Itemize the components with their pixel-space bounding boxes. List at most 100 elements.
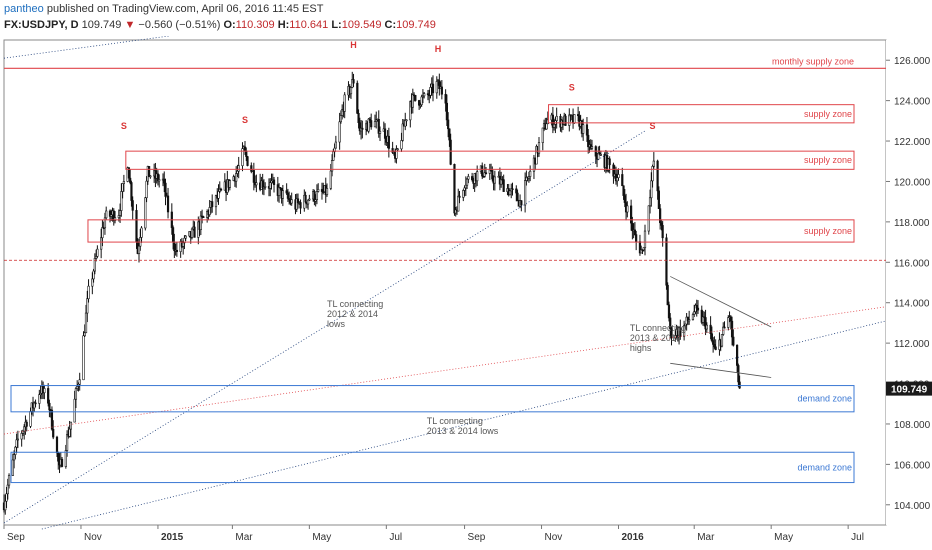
candle-body	[343, 94, 346, 112]
candle-body	[145, 180, 148, 199]
candle-body	[166, 195, 170, 213]
candle-body	[304, 194, 307, 203]
y-tick-label: 118.000	[894, 218, 930, 229]
candle-body	[84, 312, 88, 334]
candle-body	[383, 128, 387, 139]
annotation-line: 2013 & 2014 lows	[427, 426, 499, 436]
candle-body	[193, 226, 196, 238]
x-tick-label: May	[312, 532, 331, 543]
candle-body	[401, 123, 404, 141]
candle-body	[709, 324, 712, 335]
candle-body	[481, 165, 484, 177]
candle-body	[237, 165, 240, 172]
x-tick-label: Jul	[851, 532, 864, 543]
candle-body	[723, 326, 726, 329]
candle-body	[650, 180, 653, 199]
zone-label: demand zone	[797, 394, 852, 404]
candle-body	[148, 166, 151, 177]
y-tick-label: 106.000	[894, 460, 931, 471]
last-price: 109.749	[81, 19, 122, 31]
candle-body	[149, 175, 152, 178]
candle-body	[447, 119, 450, 130]
candle-body	[524, 180, 527, 206]
candle-body	[320, 189, 324, 192]
candle-body	[34, 402, 37, 405]
trendline-annotation: TL connecting 2013 & 2014 highs	[630, 323, 686, 353]
candle-body	[502, 179, 505, 192]
candle-body	[103, 217, 107, 229]
trendline-2013-2014-lows	[41, 320, 887, 530]
candle-body	[121, 183, 124, 192]
candle-body	[391, 148, 394, 153]
candle-body	[285, 190, 288, 194]
zone-label: demand zone	[797, 462, 852, 472]
zone-label: supply zone	[804, 226, 852, 236]
candle-body	[378, 130, 382, 134]
candle-body	[737, 365, 740, 383]
candle-body	[405, 119, 408, 122]
candle-body	[696, 307, 700, 311]
annotation-line: TL connecting	[327, 299, 383, 309]
candle-body	[83, 332, 86, 337]
candle-body	[440, 86, 443, 95]
candle-body	[484, 172, 488, 175]
candle-body	[122, 181, 125, 184]
annotation-line: TL connecting	[630, 323, 686, 333]
candle-body	[623, 195, 626, 203]
low-label: L:	[331, 19, 342, 31]
author-link[interactable]: pantheo	[4, 3, 44, 15]
candle-body	[449, 139, 452, 165]
candle-body	[6, 484, 9, 495]
trendline-upper	[3, 36, 170, 59]
candle-body	[315, 191, 319, 201]
published-text: published on TradingView.com, April 06, …	[46, 3, 324, 15]
candle-body	[296, 198, 300, 204]
candle-body	[431, 83, 435, 94]
candle-body	[400, 140, 403, 150]
candle-body	[608, 158, 611, 166]
candle-body	[647, 205, 650, 232]
candle-body	[651, 166, 654, 182]
candle-body	[118, 210, 122, 216]
y-tick-label: 122.000	[894, 137, 931, 148]
low-value: 109.549	[341, 19, 382, 31]
candle-body	[57, 452, 60, 462]
candle-body	[555, 115, 558, 121]
candle-body	[511, 188, 514, 191]
candle-body	[491, 170, 494, 180]
pattern-label: S	[121, 121, 127, 131]
candle-body	[76, 386, 79, 389]
candle-body	[738, 381, 741, 389]
ohlc-line: FX:USDJPY, D 109.749 ▼ −0.560 (−0.51%) O…	[4, 19, 436, 31]
candle-body	[367, 118, 370, 132]
candle-body	[38, 394, 41, 404]
candle-body	[423, 93, 426, 97]
candle-body	[47, 388, 50, 404]
candle-body	[330, 160, 334, 172]
candle-body	[25, 421, 28, 427]
candle-body	[713, 344, 716, 348]
candle-body	[631, 222, 634, 232]
pattern-label: S	[242, 115, 248, 125]
candle-body	[693, 311, 696, 315]
annotation-line: highs	[630, 343, 652, 353]
candle-body	[732, 336, 735, 346]
wedge-upper-line	[670, 276, 772, 328]
candle-body	[395, 149, 398, 159]
candle-body	[633, 229, 637, 235]
candle-body	[679, 327, 682, 337]
pattern-label: H	[350, 40, 357, 50]
annotation-line: 2012 & 2014	[327, 309, 378, 319]
symbol-label[interactable]: FX:USDJPY, D	[4, 19, 79, 31]
candle-body	[357, 113, 360, 123]
supply-zone-box	[87, 219, 855, 243]
candle-body	[306, 199, 310, 205]
candle-body	[228, 180, 231, 188]
x-tick-label: May	[774, 532, 793, 543]
candle-body	[582, 124, 585, 134]
candle-body	[333, 147, 336, 153]
candle-body	[537, 142, 541, 154]
price-chart[interactable]: 104.000106.000108.000110.000112.000114.0…	[0, 36, 932, 550]
x-tick-label: Sep	[7, 532, 25, 543]
candle-body	[377, 118, 380, 134]
